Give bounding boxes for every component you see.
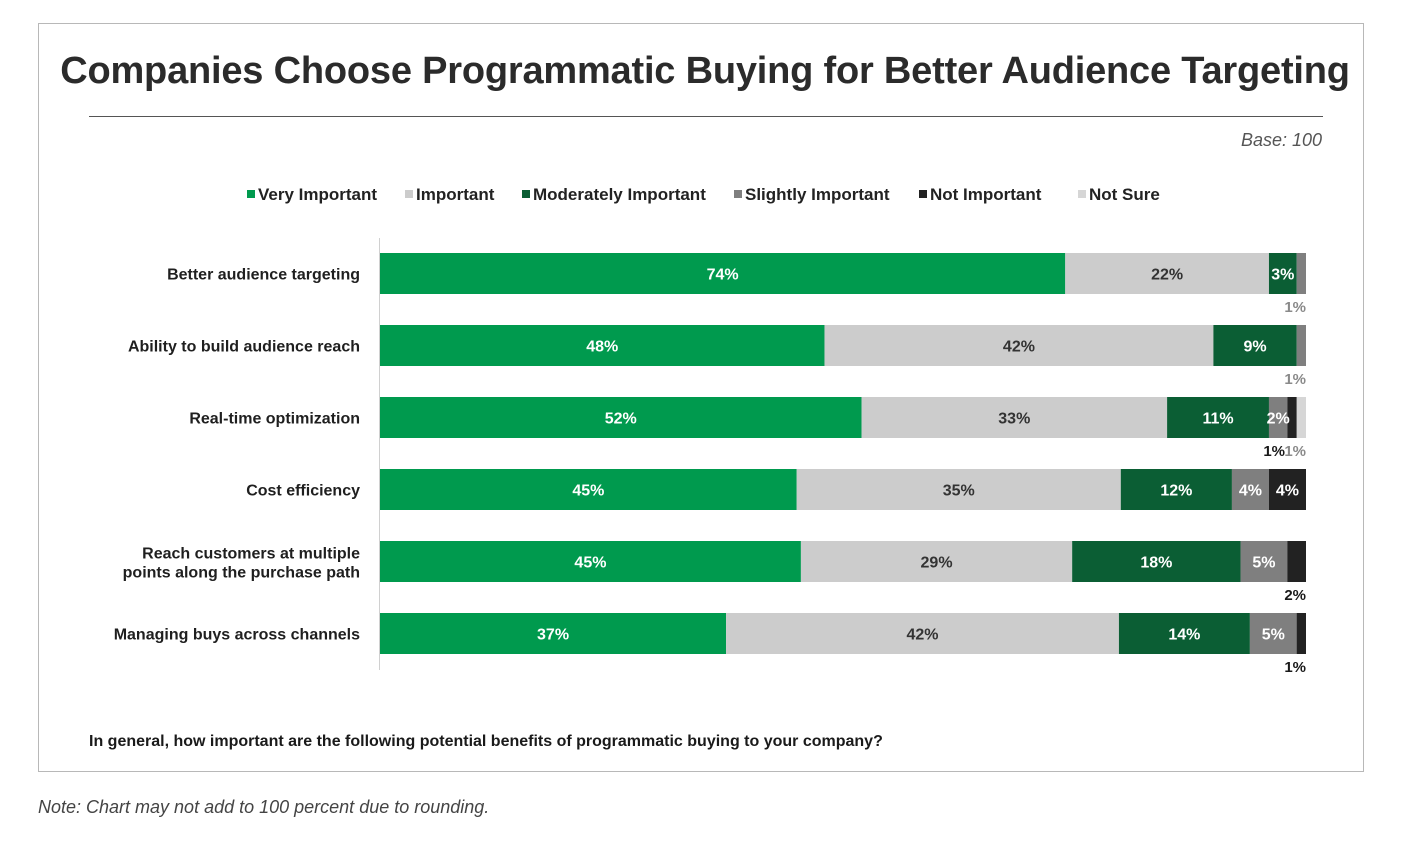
category-label-line: Real-time optimization xyxy=(189,411,360,428)
bar-segment-very-important xyxy=(380,325,825,366)
data-label: 11% xyxy=(1202,411,1233,428)
data-label-outside: 1% xyxy=(1284,299,1306,316)
legend-label: Very Important xyxy=(258,185,378,204)
data-label: 5% xyxy=(1262,627,1285,644)
chart-frame xyxy=(38,23,1364,772)
legend-label: Not Sure xyxy=(1089,185,1160,204)
legend-swatch xyxy=(919,189,927,198)
legend-slightly-important: Slightly Important xyxy=(734,185,890,205)
data-label: 4% xyxy=(1239,483,1262,500)
category-label: Reach customers at multiple points along … xyxy=(123,546,360,582)
legend-label: Important xyxy=(416,185,495,204)
legend-swatch xyxy=(734,189,742,198)
bar-segment-important xyxy=(824,325,1214,366)
category-label-line: Ability to build audience reach xyxy=(128,339,360,356)
bar-segment-important xyxy=(1065,253,1269,294)
bar-segment-very-important xyxy=(380,613,727,654)
data-label: 33% xyxy=(998,411,1030,428)
bar-segment-slightly-important xyxy=(1231,469,1269,510)
footnote: Note: Chart may not add to 100 percent d… xyxy=(38,797,490,817)
category-label: Real-time optimization xyxy=(189,411,360,428)
data-label: 45% xyxy=(574,555,606,572)
bar-segment-very-important xyxy=(380,469,797,510)
survey-question: In general, how important are the follow… xyxy=(89,733,883,750)
category-label-line: Managing buys across channels xyxy=(114,627,360,644)
data-label: 2% xyxy=(1267,411,1290,428)
legend-swatch xyxy=(1078,189,1086,198)
data-label: 37% xyxy=(537,627,569,644)
category-label-line: Cost efficiency xyxy=(246,483,360,500)
legend-swatch xyxy=(522,189,530,198)
title-divider xyxy=(89,116,1323,117)
bar-segment-very-important xyxy=(380,253,1066,294)
data-label-outside: 1% xyxy=(1284,371,1306,388)
category-label: Cost efficiency xyxy=(246,483,360,500)
bar-segment-not-important xyxy=(1287,397,1297,438)
data-label: 14% xyxy=(1168,627,1200,644)
data-label: 18% xyxy=(1140,555,1172,572)
bar-segment-moderately-important xyxy=(1167,397,1269,438)
data-label: 42% xyxy=(906,627,938,644)
data-label: 3% xyxy=(1271,267,1294,284)
base-note: Base: 100 xyxy=(1240,130,1322,150)
bar-segment-very-important xyxy=(380,541,801,582)
data-label: 52% xyxy=(605,411,637,428)
chart-title: Companies Choose Programmatic Buying for… xyxy=(60,50,1350,92)
bar-segment-important xyxy=(796,469,1121,510)
category-label-line: points along the purchase path xyxy=(123,565,360,582)
category-label-line: Better audience targeting xyxy=(167,267,360,284)
bar-segment-slightly-important xyxy=(1296,253,1306,294)
bar-segment-slightly-important xyxy=(1268,397,1288,438)
legend-label: Not Important xyxy=(930,185,1042,204)
bar-segment-slightly-important xyxy=(1249,613,1297,654)
data-label: 9% xyxy=(1244,339,1267,356)
bar-segment-moderately-important xyxy=(1120,469,1232,510)
bar-segment-slightly-important xyxy=(1240,541,1288,582)
bar-segment-important xyxy=(726,613,1119,654)
bar-segment-moderately-important xyxy=(1072,541,1241,582)
bar-segment-moderately-important xyxy=(1268,253,1297,294)
legend: Very Important Important Moderately Impo… xyxy=(0,185,1410,209)
data-label-outside: 1% xyxy=(1263,443,1285,460)
bar-segment-not-important xyxy=(1268,469,1306,510)
legend-not-important: Not Important xyxy=(919,185,1041,205)
data-label: 35% xyxy=(943,483,975,500)
legend-swatch xyxy=(405,189,413,198)
bar-segment-not-important xyxy=(1296,613,1306,654)
data-label: 45% xyxy=(572,483,604,500)
data-label-outside: 1% xyxy=(1284,443,1306,460)
category-label: Ability to build audience reach xyxy=(128,339,360,356)
bar-segment-very-important xyxy=(380,397,862,438)
data-label: 29% xyxy=(921,555,953,572)
category-label-line: Reach customers at multiple xyxy=(142,546,360,563)
data-label-outside: 2% xyxy=(1284,587,1306,604)
data-label: 42% xyxy=(1003,339,1035,356)
data-label: 4% xyxy=(1276,483,1299,500)
category-label: Better audience targeting xyxy=(167,267,360,284)
bar-segment-slightly-important xyxy=(1296,325,1306,366)
legend-not-sure: Not Sure xyxy=(1078,185,1160,205)
data-label: 5% xyxy=(1252,555,1275,572)
legend-important: Important xyxy=(405,185,494,205)
data-label: 74% xyxy=(707,267,739,284)
legend-very-important: Very Important xyxy=(247,185,377,205)
bar-segment-important xyxy=(800,541,1073,582)
legend-moderately-important: Moderately Important xyxy=(522,185,706,205)
bar-segment-not-sure xyxy=(1296,397,1306,438)
bar-segment-important xyxy=(861,397,1168,438)
legend-label: Slightly Important xyxy=(745,185,890,204)
bar-segment-moderately-important xyxy=(1118,613,1250,654)
legend-label: Moderately Important xyxy=(533,185,706,204)
legend-swatch xyxy=(247,189,255,198)
category-label: Managing buys across channels xyxy=(114,627,360,644)
bar-segment-moderately-important xyxy=(1213,325,1297,366)
bar-segment-not-important xyxy=(1287,541,1306,582)
data-label-outside: 1% xyxy=(1284,659,1306,676)
data-label: 12% xyxy=(1160,483,1192,500)
data-label: 48% xyxy=(586,339,618,356)
data-label: 22% xyxy=(1151,267,1183,284)
